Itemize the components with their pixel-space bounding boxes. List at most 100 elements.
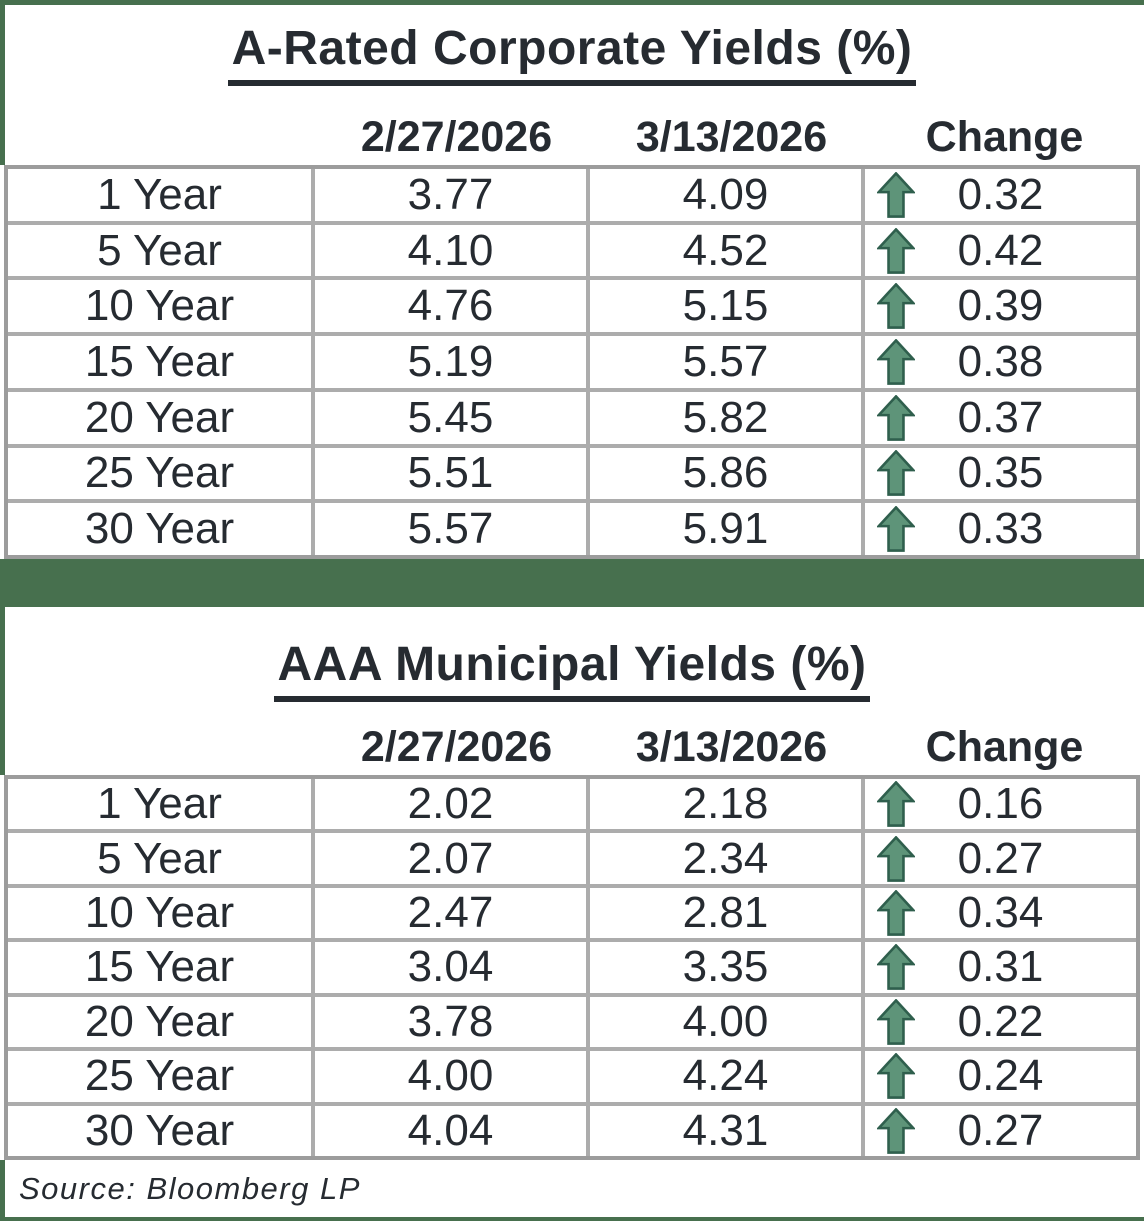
corporate-col-header-curr-date: 3/13/2026 (635, 113, 828, 161)
change-cell: 0.27 (865, 833, 1136, 884)
tenor-label: 15 Year (8, 336, 311, 388)
corporate-title-text: A-Rated Corporate Yields (%) (227, 21, 917, 86)
up-arrow-icon (877, 506, 915, 552)
change-value: 0.24 (957, 1051, 1044, 1101)
change-value: 0.22 (957, 996, 1044, 1046)
municipal-title-text: AAA Municipal Yields (%) (273, 637, 871, 702)
change-value: 0.31 (957, 942, 1044, 992)
prev-yield: 4.04 (315, 1105, 586, 1156)
tenor-label: 5 Year (8, 224, 311, 277)
curr-yield: 5.82 (590, 391, 861, 444)
change-cell: 0.24 (865, 1051, 1136, 1102)
prev-yield: 3.78 (315, 996, 586, 1048)
curr-yield: 4.24 (590, 1051, 861, 1102)
prev-yield: 5.57 (315, 503, 586, 555)
municipal-yields-table: 1 Year 2.02 2.18 0.16 5 Year 2.07 2.34 0… (4, 775, 1140, 1160)
change-cell: 0.33 (865, 503, 1136, 555)
tenor-label: 5 Year (8, 833, 311, 884)
tenor-label: 15 Year (8, 942, 311, 993)
municipal-col-header-curr-date: 3/13/2026 (635, 723, 828, 771)
up-arrow-icon (877, 172, 915, 218)
up-arrow-icon (877, 944, 915, 990)
tenor-label: 10 Year (8, 887, 311, 939)
tenor-label: 20 Year (8, 391, 311, 444)
prev-yield: 2.47 (315, 887, 586, 939)
curr-yield: 5.15 (590, 280, 861, 333)
left-accent-strip (0, 1160, 5, 1217)
top-accent-bar (0, 0, 1144, 5)
change-value: 0.42 (957, 225, 1044, 275)
curr-yield: 4.00 (590, 996, 861, 1048)
change-cell: 0.42 (865, 224, 1136, 277)
curr-yield: 4.52 (590, 224, 861, 277)
curr-yield: 5.57 (590, 336, 861, 388)
up-arrow-icon (877, 1108, 915, 1154)
municipal-col-header-change: Change (925, 723, 1084, 771)
tenor-label: 30 Year (8, 1105, 311, 1156)
corporate-col-header-prev-date: 2/27/2026 (360, 113, 553, 161)
up-arrow-icon (877, 395, 915, 441)
curr-yield: 5.91 (590, 503, 861, 555)
change-value: 0.33 (957, 504, 1044, 554)
change-value: 0.34 (957, 888, 1044, 938)
tenor-label: 30 Year (8, 503, 311, 555)
prev-yield: 3.77 (315, 169, 586, 221)
change-value: 0.32 (957, 169, 1044, 219)
change-value: 0.16 (957, 779, 1044, 829)
up-arrow-icon (877, 999, 915, 1045)
prev-yield: 4.10 (315, 224, 586, 277)
tenor-label: 25 Year (8, 447, 311, 500)
curr-yield: 2.18 (590, 779, 861, 830)
change-cell: 0.32 (865, 169, 1136, 221)
curr-yield: 3.35 (590, 942, 861, 993)
prev-yield: 2.07 (315, 833, 586, 884)
change-cell: 0.38 (865, 336, 1136, 388)
municipal-header-section: AAA Municipal Yields (%) 2/27/2026 3/13/… (0, 607, 1144, 775)
change-cell: 0.22 (865, 996, 1136, 1048)
curr-yield: 4.09 (590, 169, 861, 221)
up-arrow-icon (877, 283, 915, 329)
up-arrow-icon (877, 781, 915, 827)
change-cell: 0.27 (865, 1105, 1136, 1156)
prev-yield: 3.04 (315, 942, 586, 993)
prev-yield: 4.00 (315, 1051, 586, 1102)
curr-yield: 2.34 (590, 833, 861, 884)
up-arrow-icon (877, 450, 915, 496)
change-cell: 0.16 (865, 779, 1136, 830)
change-value: 0.37 (957, 392, 1044, 442)
tenor-label: 1 Year (8, 779, 311, 830)
prev-yield: 5.19 (315, 336, 586, 388)
tenor-label: 20 Year (8, 996, 311, 1048)
change-cell: 0.37 (865, 391, 1136, 444)
left-accent-strip (0, 5, 5, 165)
bottom-accent-bar (0, 1217, 1144, 1221)
change-cell: 0.35 (865, 447, 1136, 500)
section-divider-bar (0, 559, 1144, 607)
up-arrow-icon (877, 228, 915, 274)
change-cell: 0.39 (865, 280, 1136, 333)
curr-yield: 4.31 (590, 1105, 861, 1156)
change-value: 0.38 (957, 336, 1044, 386)
tenor-label: 10 Year (8, 280, 311, 333)
change-cell: 0.31 (865, 942, 1136, 993)
municipal-col-header-prev-date: 2/27/2026 (360, 723, 553, 771)
up-arrow-icon (877, 339, 915, 385)
change-value: 0.39 (957, 281, 1044, 331)
up-arrow-icon (877, 890, 915, 936)
up-arrow-icon (877, 836, 915, 882)
source-row: Source: Bloomberg LP (0, 1160, 1144, 1217)
curr-yield: 5.86 (590, 447, 861, 500)
up-arrow-icon (877, 1053, 915, 1099)
source-note: Source: Bloomberg LP (19, 1170, 361, 1206)
change-value: 0.27 (957, 1105, 1044, 1155)
curr-yield: 2.81 (590, 887, 861, 939)
tenor-label: 25 Year (8, 1051, 311, 1102)
corporate-col-header-change: Change (925, 113, 1084, 161)
prev-yield: 5.45 (315, 391, 586, 444)
municipal-title: AAA Municipal Yields (%) (0, 637, 1144, 702)
corporate-yields-table: 1 Year 3.77 4.09 0.32 5 Year 4.10 4.52 0… (4, 165, 1140, 559)
tenor-label: 1 Year (8, 169, 311, 221)
change-value: 0.27 (957, 833, 1044, 883)
prev-yield: 2.02 (315, 779, 586, 830)
